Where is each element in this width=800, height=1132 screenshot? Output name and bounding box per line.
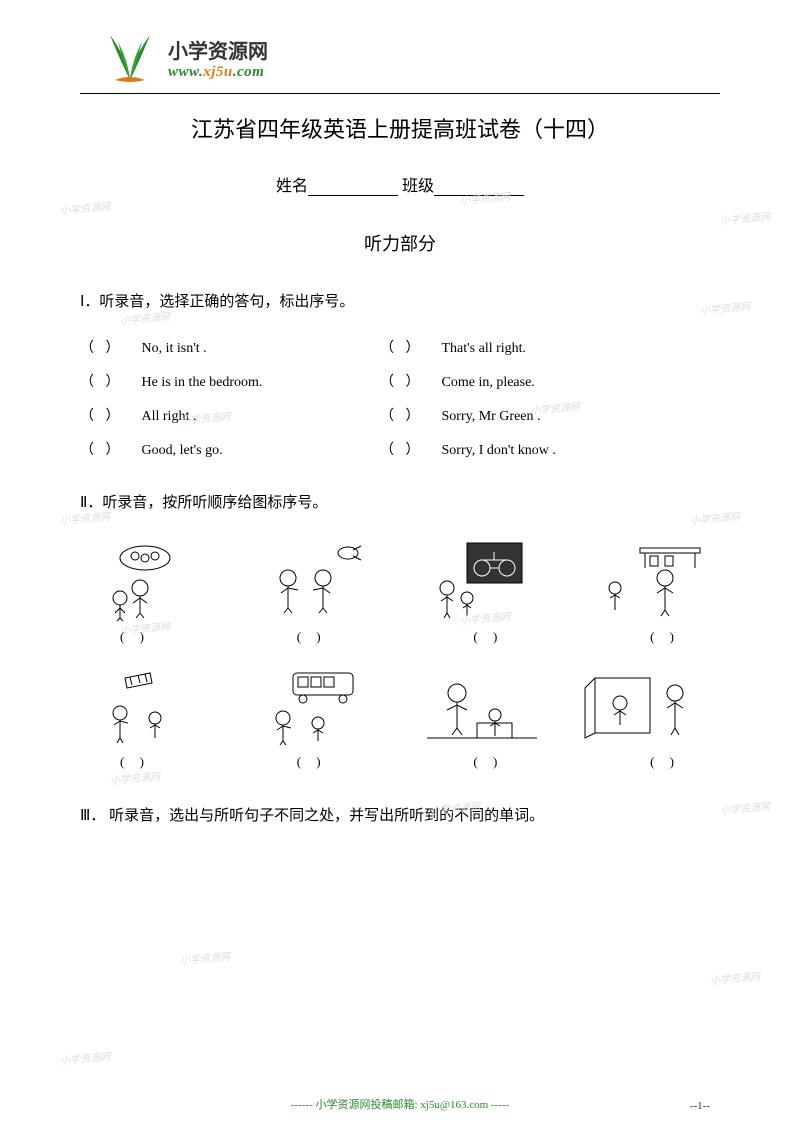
watermark: 小学资源网 xyxy=(179,948,230,967)
name-blank[interactable] xyxy=(308,178,398,196)
answer-item: （ ） That's all right. xyxy=(380,337,680,357)
class-label: 班级 xyxy=(402,178,434,195)
image-row-2 xyxy=(80,663,720,748)
paren-blank[interactable]: ( ) xyxy=(650,629,680,645)
paren-blank[interactable]: ( ) xyxy=(650,754,680,770)
paren-blank[interactable]: （ ） xyxy=(380,439,424,459)
paren-blank[interactable]: （ ） xyxy=(380,371,424,391)
paren-blank[interactable]: ( ) xyxy=(473,629,503,645)
exercise-image xyxy=(253,538,383,623)
answer-text: Good, let's go. xyxy=(142,443,223,459)
footer: ------ 小学资源网投稿邮箱: xj5u@163.com ----- xyxy=(0,1096,800,1112)
logo-url: www.xj5u.com xyxy=(168,64,268,81)
watermark: 小学资源网 xyxy=(719,208,770,227)
answer-item: （ ） Sorry, Mr Green . xyxy=(380,405,680,425)
q1-instruction: Ⅰ．听录音，选择正确的答句，标出序号。 xyxy=(80,290,720,311)
exercise-image xyxy=(417,663,547,748)
divider xyxy=(80,93,720,94)
paren-blank[interactable]: ( ) xyxy=(297,754,327,770)
q1-answers: （ ） No, it isn't . （ ） That's all right. （… xyxy=(80,337,720,459)
paren-blank[interactable]: （ ） xyxy=(80,337,124,357)
exam-title: 江苏省四年级英语上册提高班试卷（十四） xyxy=(80,112,720,144)
watermark: 小学资源网 xyxy=(59,198,110,217)
exercise-image xyxy=(580,663,710,748)
q2-instruction: Ⅱ．听录音，按所听顺序给图标序号。 xyxy=(80,491,720,512)
watermark: 小学资源网 xyxy=(719,798,770,817)
answer-item: （ ） Good, let's go. xyxy=(80,439,380,459)
answer-text: He is in the bedroom. xyxy=(142,375,263,391)
paren-blank[interactable]: ( ) xyxy=(473,754,503,770)
answer-item: （ ） Sorry, I don't know . xyxy=(380,439,680,459)
exercise-image xyxy=(417,538,547,623)
exercise-image xyxy=(253,663,383,748)
watermark: 小学资源网 xyxy=(709,968,760,987)
paren-blank[interactable]: ( ) xyxy=(120,629,150,645)
section-header: 听力部分 xyxy=(80,230,720,256)
answer-text: Come in, please. xyxy=(442,375,535,391)
paren-blank[interactable]: ( ) xyxy=(120,754,150,770)
q3-instruction: Ⅲ． 听录音，选出与所听句子不同之处，并写出所听到的不同的单词。 xyxy=(80,804,720,825)
logo-area: 小学资源网 www.xj5u.com xyxy=(100,30,720,85)
answer-text: Sorry, I don't know . xyxy=(442,443,556,459)
logo-icon xyxy=(100,30,160,85)
answer-text: All right . xyxy=(142,409,197,425)
name-label: 姓名 xyxy=(276,178,308,195)
paren-blank[interactable]: （ ） xyxy=(80,371,124,391)
paren-blank[interactable]: （ ） xyxy=(380,405,424,425)
exercise-image xyxy=(580,538,710,623)
name-class-line: 姓名 班级 xyxy=(80,172,720,196)
paren-blank[interactable]: （ ） xyxy=(80,405,124,425)
exercise-image xyxy=(90,538,220,623)
answer-text: No, it isn't . xyxy=(142,341,207,357)
answer-text: That's all right. xyxy=(442,341,527,357)
paren-blank[interactable]: （ ） xyxy=(80,439,124,459)
paren-blank[interactable]: ( ) xyxy=(297,629,327,645)
image-row-1 xyxy=(80,538,720,623)
page-number: --1-- xyxy=(690,1100,710,1112)
answer-text: Sorry, Mr Green . xyxy=(442,409,541,425)
answer-item: （ ） Come in, please. xyxy=(380,371,680,391)
answer-item: （ ） All right . xyxy=(80,405,380,425)
paren-blank[interactable]: （ ） xyxy=(380,337,424,357)
watermark: 小学资源网 xyxy=(59,1048,110,1067)
exercise-image xyxy=(90,663,220,748)
logo-title: 小学资源网 xyxy=(168,35,268,64)
paren-row: ( ) ( ) ( ) ( ) xyxy=(80,629,720,645)
class-blank[interactable] xyxy=(434,178,524,196)
answer-item: （ ） No, it isn't . xyxy=(80,337,380,357)
answer-item: （ ） He is in the bedroom. xyxy=(80,371,380,391)
paren-row: ( ) ( ) ( ) ( ) xyxy=(80,754,720,770)
